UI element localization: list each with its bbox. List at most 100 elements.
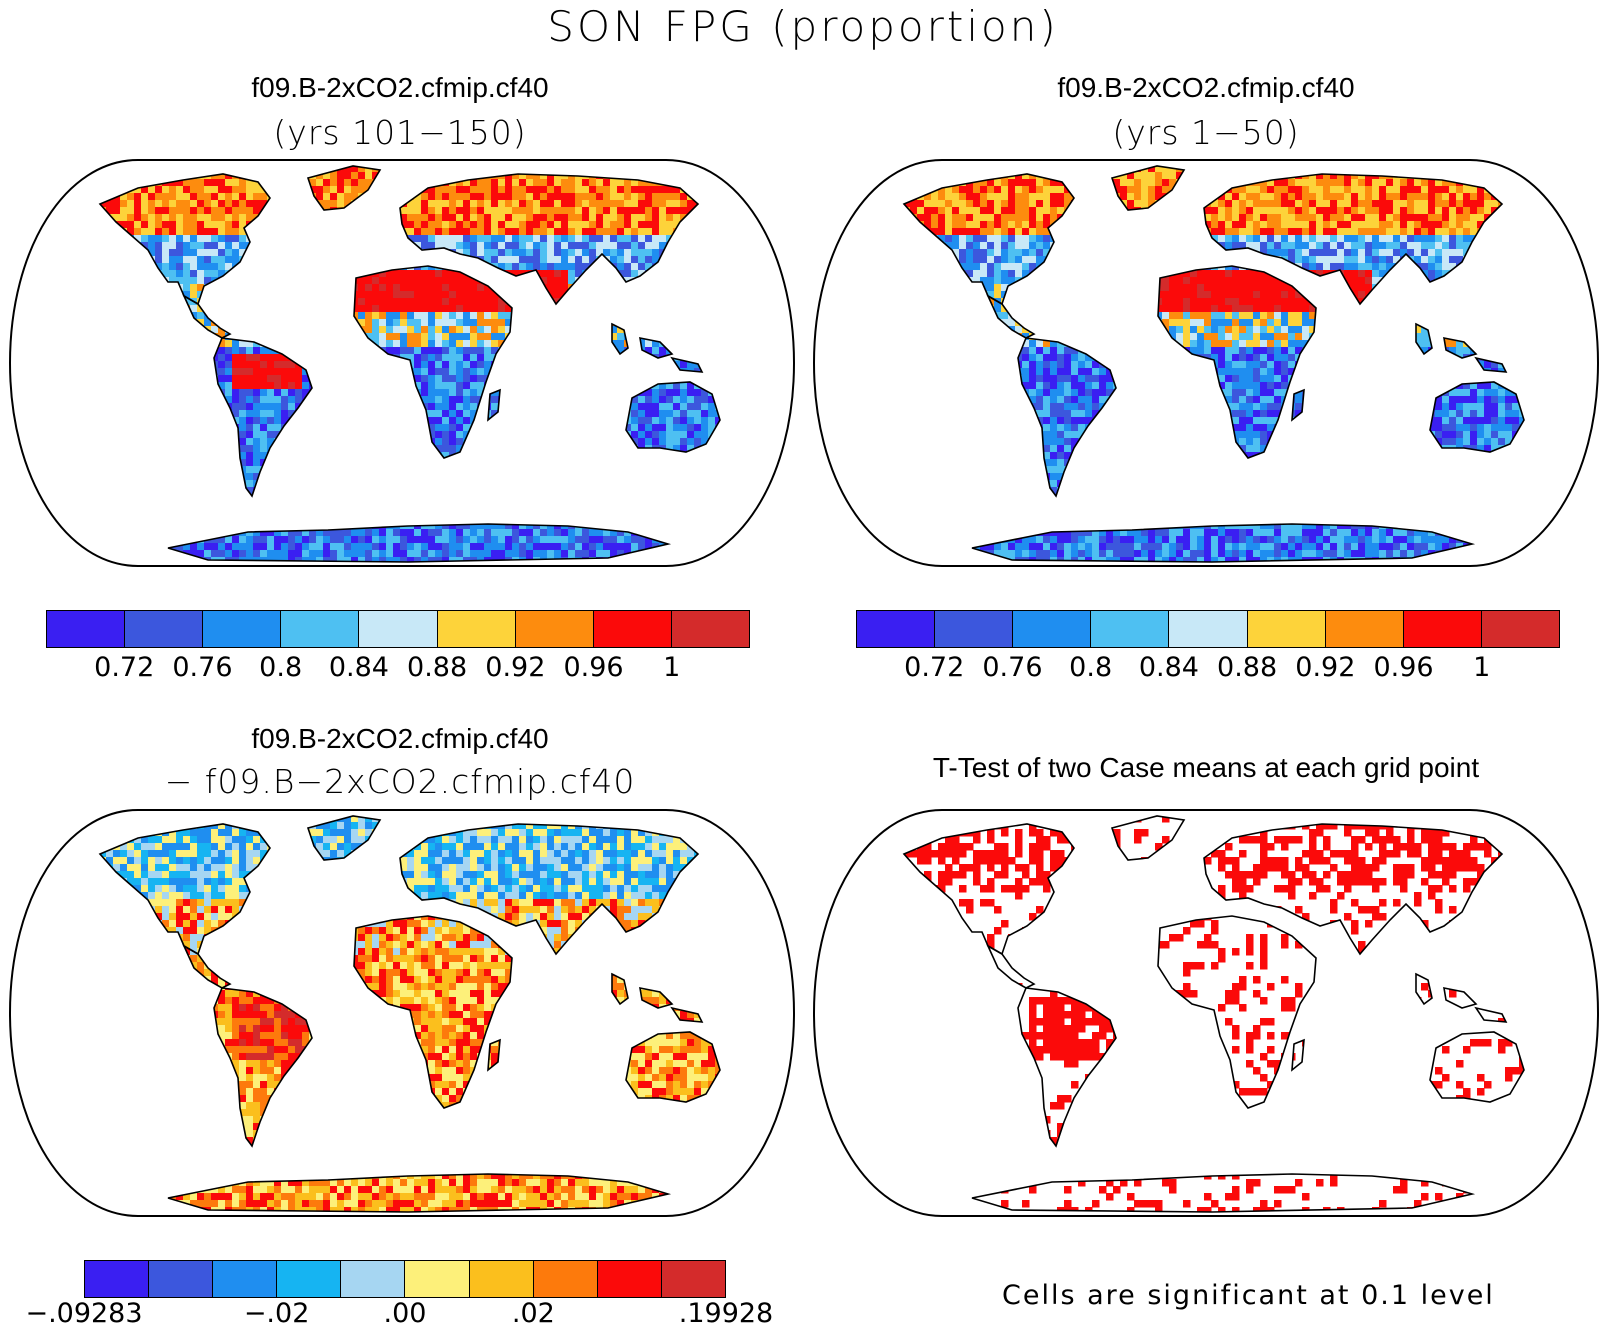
coastline-antarctica (167, 1173, 672, 1213)
coastline-northAmerica (98, 173, 271, 306)
colorbar-tick-label: 0.88 (407, 652, 467, 683)
colorbar-swatch (661, 1261, 725, 1297)
colorbar-tick-label: 0.92 (1295, 652, 1355, 683)
colorbar-tick-label: 0.84 (1139, 652, 1199, 683)
colorbar (46, 610, 750, 648)
coastline-madagascar (1291, 388, 1305, 422)
panel-title: f09.B-2xCO2.cfmip.cf40 (806, 72, 1606, 104)
colorbar-tick-label: 0.76 (982, 652, 1042, 683)
map-frame (812, 159, 1600, 567)
panel-title: f09.B-2xCO2.cfmip.cf40 (0, 723, 800, 755)
colorbar-swatch (1481, 611, 1559, 647)
coastline-antarctica (971, 523, 1476, 563)
coastline-seAsia (611, 972, 704, 1023)
colorbar-swatch (1091, 611, 1170, 647)
colorbar-swatch (203, 611, 282, 647)
colorbar-swatch (1325, 611, 1404, 647)
colorbar-swatch (469, 1261, 534, 1297)
coastline-greenland (306, 815, 382, 861)
coastline-southAmerica (1017, 987, 1117, 1148)
colorbar-tick-label: 0.84 (329, 652, 389, 683)
coastline-africa (1157, 265, 1317, 459)
coastline-australia (1429, 381, 1525, 453)
colorbar-tick-label: 0.72 (904, 652, 964, 683)
panel-title: f09.B-2xCO2.cfmip.cf40 (0, 72, 800, 104)
coastline-northAmerica (902, 823, 1075, 956)
coastline-seAsia (1415, 972, 1508, 1023)
colorbar-tick-label: 0.96 (563, 652, 623, 683)
colorbar-swatch (597, 1261, 662, 1297)
colorbar-swatch (935, 611, 1014, 647)
ttest-note: Cells are significant at 0.1 level (1002, 1280, 1495, 1311)
coastline-southAmerica (213, 987, 313, 1148)
colorbar-swatch (671, 611, 749, 647)
coastline-australia (625, 1031, 721, 1103)
coastline-australia (625, 381, 721, 453)
colorbar-tick-label: −.09283 (25, 1298, 142, 1329)
colorbar-tick-label: .00 (384, 1298, 427, 1329)
colorbar-swatch (515, 611, 594, 647)
coastline-antarctica (167, 523, 672, 563)
coastline-seAsia (611, 322, 704, 373)
colorbar-tick-label: .19928 (679, 1298, 773, 1329)
coastline-southAmerica (1017, 337, 1117, 498)
map-panel (8, 159, 796, 567)
coastline-africa (353, 265, 513, 459)
coastline-australia (1429, 1031, 1525, 1103)
map-panel (8, 809, 796, 1217)
coastline-northAmerica (902, 173, 1075, 306)
colorbar-tick-label: 0.8 (1069, 652, 1112, 683)
colorbar-swatch (341, 1261, 406, 1297)
coastline-southAmerica (213, 337, 313, 498)
colorbar-swatch (359, 611, 438, 647)
coastline-greenland (306, 165, 382, 211)
map-frame (8, 159, 796, 567)
panel-title: T-Test of two Case means at each grid po… (806, 752, 1606, 784)
coastline-centralAmerica (182, 944, 232, 989)
colorbar-swatch (85, 1261, 150, 1297)
colorbar-tick-label: .02 (512, 1298, 555, 1329)
coastline-eurasia (399, 823, 700, 956)
colorbar-swatch (1013, 611, 1092, 647)
map-panel (812, 159, 1600, 567)
coastline-eurasia (1203, 173, 1504, 306)
colorbar-tick-label: 0.72 (94, 652, 154, 683)
colorbar-swatch (1169, 611, 1248, 647)
coastline-madagascar (487, 1038, 501, 1072)
colorbar-swatch (149, 1261, 214, 1297)
map-frame (812, 809, 1600, 1217)
panel-subtitle: (yrs 1−50) (806, 113, 1606, 152)
panel-subtitle: (yrs 101−150) (0, 113, 800, 152)
coastline-centralAmerica (986, 294, 1036, 339)
colorbar-ticks: 0.72 0.76 0.8 0.84 0.88 0.92 0.96 1 (46, 652, 750, 686)
colorbar-swatch (1403, 611, 1482, 647)
colorbar (856, 610, 1560, 648)
panel-subtitle: − f09.B−2xCO2.cfmip.cf40 (0, 762, 800, 801)
colorbar-tick-label: 1 (663, 652, 680, 683)
colorbar-tick-label: 1 (1473, 652, 1490, 683)
colorbar-swatch (533, 1261, 598, 1297)
coastline-eurasia (1203, 823, 1504, 956)
coastline-seAsia (1415, 322, 1508, 373)
colorbar-tick-label: 0.76 (172, 652, 232, 683)
colorbar-tick-label: 0.96 (1373, 652, 1433, 683)
coastline-greenland (1110, 815, 1186, 861)
colorbar-tick-label: 0.8 (259, 652, 302, 683)
map-panel (812, 809, 1600, 1217)
coastline-africa (353, 915, 513, 1109)
colorbar-tick-label: 0.92 (485, 652, 545, 683)
map-frame (8, 809, 796, 1217)
coastline-antarctica (971, 1173, 1476, 1213)
colorbar-swatch (1247, 611, 1326, 647)
coastline-africa (1157, 915, 1317, 1109)
colorbar-swatch (213, 1261, 278, 1297)
colorbar-swatch (125, 611, 204, 647)
colorbar-swatch (593, 611, 672, 647)
colorbar-ticks: −.09283 −.02 .00 .02 .19928 (25, 1298, 773, 1329)
colorbar-swatch (857, 611, 936, 647)
coastline-centralAmerica (182, 294, 232, 339)
colorbar-tick-label: 0.88 (1217, 652, 1277, 683)
coastline-northAmerica (98, 823, 271, 956)
colorbar-tick-label: −.02 (244, 1298, 310, 1329)
colorbar-swatch (281, 611, 360, 647)
